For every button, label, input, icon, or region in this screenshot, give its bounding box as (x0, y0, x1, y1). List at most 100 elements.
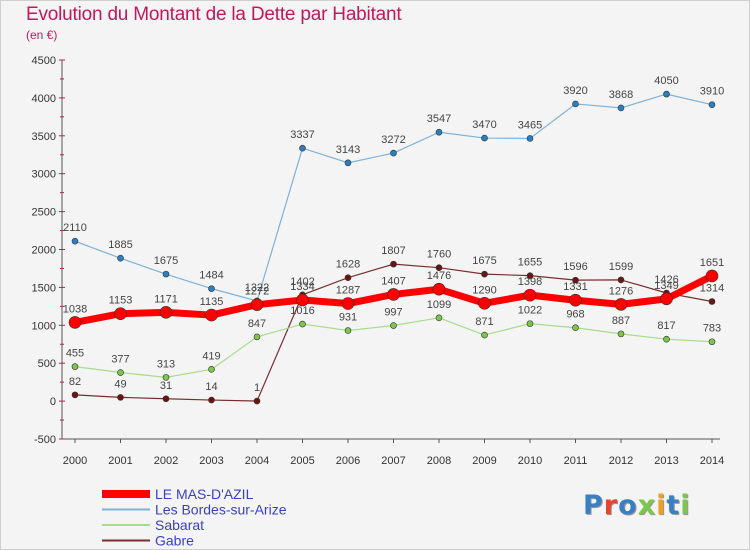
data-label: 1655 (518, 257, 542, 269)
y-tick-label: 1500 (32, 282, 56, 294)
y-tick-label: 3500 (32, 131, 56, 143)
data-point (708, 298, 716, 305)
data-label: 1760 (427, 249, 451, 261)
legend-label: Sabarat (155, 517, 204, 533)
data-point (162, 395, 170, 403)
data-point (117, 394, 124, 401)
data-label: 82 (69, 376, 81, 388)
data-label: 1476 (427, 270, 451, 282)
x-tick-label: 2010 (518, 455, 542, 467)
y-tick-label: 500 (38, 358, 56, 370)
data-label: 1016 (290, 305, 314, 317)
data-label: 3143 (336, 144, 360, 156)
data-point (614, 298, 628, 311)
x-tick-label: 2007 (381, 455, 405, 467)
data-label: 817 (657, 320, 675, 332)
y-tick-label: 4500 (32, 55, 56, 67)
x-tick-label: 2012 (609, 455, 633, 467)
data-point (162, 374, 170, 381)
data-label: 3920 (563, 85, 587, 97)
y-tick-label: -500 (34, 434, 56, 446)
data-label: 1287 (336, 285, 360, 297)
data-point (299, 144, 306, 152)
data-point (478, 297, 491, 310)
x-tick-label: 2006 (336, 455, 360, 467)
data-point (253, 333, 261, 341)
data-label: 1022 (518, 305, 542, 317)
data-point (526, 320, 534, 327)
data-point (435, 314, 443, 322)
x-tick-label: 2000 (63, 455, 87, 467)
data-point (390, 149, 397, 157)
data-label: 49 (114, 378, 126, 390)
data-point (159, 306, 173, 319)
y-tick-label: 2000 (32, 245, 56, 257)
legend-label: LE MAS-D'AZIL (155, 486, 254, 502)
data-point (526, 272, 534, 279)
data-point (708, 101, 716, 109)
data-label: 3910 (700, 86, 724, 98)
data-label: 2110 (63, 222, 87, 234)
data-point (162, 270, 170, 278)
data-point (387, 288, 400, 301)
data-point (708, 338, 716, 346)
data-label: 1628 (336, 259, 360, 271)
y-tick-label: 4000 (32, 93, 56, 105)
data-point (344, 327, 352, 334)
series-lines (68, 90, 719, 405)
x-tick-label: 2002 (154, 455, 178, 467)
data-label: 1038 (63, 303, 87, 315)
data-label: 3547 (427, 113, 451, 125)
data-point (663, 90, 670, 98)
data-point (572, 100, 579, 108)
data-point (208, 396, 215, 404)
data-label: 1314 (700, 282, 724, 294)
data-point (705, 269, 719, 283)
data-label: 1651 (700, 257, 724, 269)
data-point (435, 264, 443, 271)
data-label: 1599 (609, 261, 633, 273)
x-tick-label: 2009 (472, 455, 496, 467)
y-tick-label: 0 (50, 396, 56, 408)
data-label: 1153 (109, 295, 133, 307)
data-label: 14 (205, 381, 217, 393)
data-label: 1331 (563, 281, 587, 293)
data-label: 1276 (609, 285, 633, 297)
data-point (569, 293, 582, 307)
data-point (390, 260, 397, 268)
data-label: 968 (566, 309, 584, 321)
x-tick-label: 2005 (290, 455, 314, 467)
data-point (117, 369, 124, 376)
data-point (617, 104, 625, 112)
data-point (68, 316, 82, 329)
data-point (663, 335, 670, 343)
data-label: 1596 (563, 261, 587, 273)
data-point (617, 276, 625, 284)
data-point (572, 324, 579, 332)
data-label: 1272 (245, 286, 269, 298)
data-label: 1290 (472, 284, 496, 296)
data-label: 1484 (199, 270, 223, 282)
data-label: 455 (66, 348, 84, 360)
data-point (114, 307, 127, 321)
data-label: 3337 (290, 129, 314, 141)
data-label: 1675 (154, 255, 178, 267)
data-label: 3868 (609, 89, 633, 101)
axes: -500 0 500 1000 1500 2000 2500 3000 3500 4000 4500… (32, 55, 725, 467)
data-label: 997 (384, 307, 402, 319)
data-label: 3272 (381, 134, 405, 146)
x-tick-label: 2003 (199, 455, 223, 467)
data-point (71, 237, 79, 245)
data-point (435, 128, 443, 136)
data-point (481, 331, 488, 339)
x-tick-label: 2013 (654, 455, 678, 467)
chart-unit: (en €) (26, 28, 58, 42)
data-point (71, 391, 79, 399)
data-label: 1807 (381, 245, 405, 257)
data-point (481, 134, 488, 142)
legend-label: Les Bordes-sur-Arize (155, 502, 287, 518)
data-label: 931 (339, 312, 357, 324)
data-point (617, 330, 625, 338)
data-label: 1135 (200, 296, 224, 308)
